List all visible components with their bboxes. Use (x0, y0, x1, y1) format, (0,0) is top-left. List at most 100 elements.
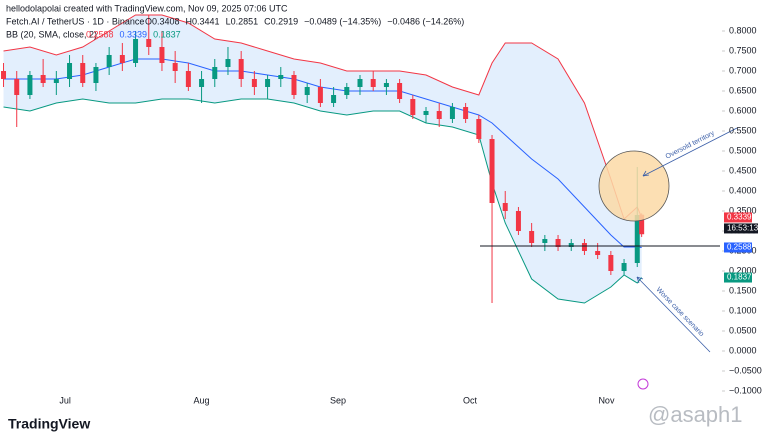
ohlc-value: L0.2851 (226, 16, 259, 26)
candle-body (238, 59, 244, 79)
annotation: Worse case scenario (655, 286, 705, 338)
candle-body (14, 79, 20, 95)
band-line (3, 98, 643, 304)
price-label: 0.3339 (727, 213, 752, 222)
price-label-box (724, 212, 752, 223)
candle-body (304, 87, 310, 95)
countdown-box (724, 223, 758, 234)
candle-body (410, 99, 416, 115)
candle-body (581, 243, 587, 251)
candle-body (146, 39, 152, 47)
candle-body (27, 75, 33, 95)
x-tick-label: Aug (194, 395, 210, 405)
symbol: Fetch.AI / TetherUS · 1D · Binance (6, 16, 144, 26)
candle-body (489, 139, 495, 203)
y-tick-label: 0.7000 (729, 65, 757, 75)
ohlc-value: O0.3408 (145, 16, 180, 26)
y-tick-label: 0.1000 (729, 305, 757, 315)
candle-body (1, 71, 7, 79)
ohlc-legend: O0.3408 H0.3441 L0.2851 C0.2919 −0.0489 (−14… (145, 16, 464, 26)
x-tick-label: Nov (598, 395, 615, 405)
candle-body (397, 83, 403, 99)
bb-value: 0.1837 (153, 29, 181, 39)
band-line (3, 14, 643, 220)
candle-body (502, 203, 508, 211)
candle-body (106, 55, 112, 67)
candle-body (185, 71, 191, 87)
ohlc-value: C0.2919 (264, 16, 298, 26)
candle-body (595, 251, 601, 255)
y-tick-label: 0.2000 (729, 265, 757, 275)
band-fill (3, 15, 642, 303)
bb-label: BB (20, SMA, close, 2) (6, 29, 97, 39)
candle-body (529, 231, 535, 243)
candle-body (423, 111, 429, 115)
candle-body (608, 255, 614, 271)
candle-body (331, 95, 337, 103)
arrow-head (636, 170, 650, 284)
candle-body (265, 79, 271, 87)
candle-body (80, 63, 86, 83)
arrow-line (642, 127, 738, 177)
x-tick-label: Sep (330, 395, 346, 405)
candle-body (476, 119, 482, 139)
candle-body (463, 107, 469, 119)
candle-body (621, 263, 627, 271)
ohlc-value: −0.0489 (−14.35%) (304, 16, 381, 26)
candle-body (357, 79, 363, 87)
y-tick-label: 0.4500 (729, 165, 757, 175)
arrow-line (636, 276, 711, 353)
price-label: 0.1837 (727, 273, 752, 282)
candle-body (568, 243, 574, 247)
candle-body (291, 75, 297, 95)
candle-body (133, 39, 139, 63)
candle-body (225, 59, 231, 67)
bb-value: 0.3339 (120, 29, 148, 39)
candle-body (53, 79, 59, 83)
ohlc-value: −0.0486 (−14.26%) (387, 16, 464, 26)
y-tick-label: 0.4000 (729, 185, 757, 195)
y-tick-label: 0.6500 (729, 85, 757, 95)
y-tick-label: 0.5500 (729, 125, 757, 135)
annotation: Oversold territory (665, 130, 716, 161)
candle-body (40, 75, 46, 83)
candle-body (344, 87, 350, 95)
candle-body (542, 239, 548, 243)
bb-value: 0.2588 (86, 29, 114, 39)
candle-body (212, 67, 218, 79)
candle-body (251, 79, 257, 87)
y-tick-label: 0.5000 (729, 145, 757, 155)
y-tick-label: 0.8000 (729, 25, 757, 35)
attribution: hellodolapolai created with TradingView.… (6, 3, 288, 13)
y-tick-label: 0.7500 (729, 45, 757, 55)
plot-area (1, 14, 645, 304)
price-label-box (724, 272, 752, 283)
candle-body (436, 111, 442, 119)
y-tick-label: 0.0000 (729, 345, 757, 355)
candle-body (278, 75, 284, 79)
candle-body (555, 239, 561, 247)
countdown: 16:53:13 (727, 224, 759, 233)
y-tick-label: −0.1000 (729, 385, 762, 395)
candle-body (449, 107, 455, 119)
price-label: 0.2588 (727, 243, 752, 252)
candle-body (634, 215, 640, 263)
y-tick-label: 0.0500 (729, 325, 757, 335)
candle-body (639, 214, 645, 235)
x-tick-label: Oct (463, 395, 478, 405)
y-tick-label: 0.3500 (729, 205, 757, 215)
icon (637, 378, 649, 390)
candle-body (383, 83, 389, 87)
candle-body (159, 47, 165, 63)
y-tick-label: −0.0500 (729, 365, 762, 375)
logo: TradingView (8, 416, 90, 432)
candle-body (199, 79, 205, 87)
y-tick-label: 0.1500 (729, 285, 757, 295)
candle-body (93, 67, 99, 83)
candle-body (370, 79, 376, 87)
candle-body (119, 55, 125, 63)
price-label-box (724, 242, 752, 253)
ohlc-value: H0.3441 (186, 16, 220, 26)
watermark: @asaph1 (648, 402, 743, 427)
